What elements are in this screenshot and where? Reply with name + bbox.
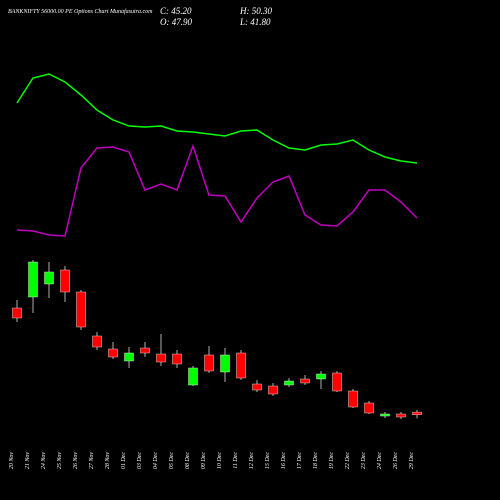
candle-body <box>300 378 310 384</box>
candle-body <box>268 385 278 395</box>
x-tick-label: 09 Dec <box>201 452 207 469</box>
candle-body <box>348 390 358 408</box>
candle-body <box>60 269 70 293</box>
candle-body <box>108 348 118 358</box>
candle-body <box>12 307 22 319</box>
candle-body <box>412 411 422 416</box>
x-tick-label: 20 Nov <box>9 452 15 470</box>
candle-body <box>252 383 262 391</box>
x-tick-label: 15 Dec <box>265 452 271 469</box>
x-tick-label: 12 Dec <box>249 452 255 469</box>
candle-body <box>380 413 390 417</box>
x-tick-label: 04 Dec <box>152 452 159 469</box>
x-tick-label: 22 Dec <box>345 452 351 469</box>
candle-body <box>76 291 86 328</box>
x-tick-label: 21 Nov <box>25 452 31 470</box>
candle-body <box>220 354 230 373</box>
x-tick-label: 23 Dec <box>361 452 367 469</box>
candle-body <box>188 367 198 386</box>
candle-body <box>204 354 214 372</box>
candle-body <box>316 373 326 380</box>
candle-body <box>156 353 166 363</box>
candle-body <box>332 372 342 392</box>
x-tick-label: 16 Dec <box>281 452 287 469</box>
candle-body <box>44 271 54 285</box>
candle-body <box>396 413 406 418</box>
x-tick-label: 24 Nov <box>40 452 47 470</box>
x-tick-label: 26 Nov <box>73 452 79 470</box>
x-tick-label: 08 Dec <box>185 452 191 469</box>
x-tick-label: 05 Dec <box>169 452 175 469</box>
x-tick-label: 19 Dec <box>329 452 335 469</box>
x-tick-label: 29 Dec <box>409 452 415 469</box>
high-label: H: 50.30 <box>239 6 272 16</box>
candle-body <box>284 380 294 386</box>
x-tick-label: 18 Dec <box>313 452 319 469</box>
candle-body <box>236 352 246 379</box>
candle-body <box>28 261 38 298</box>
close-label: C: 45.20 <box>160 6 192 16</box>
x-tick-label: 11 Dec <box>233 452 239 469</box>
x-tick-label: 17 Dec <box>297 452 303 469</box>
x-tick-label: 10 Dec <box>217 452 223 469</box>
x-tick-label: 24 Dec <box>376 452 383 469</box>
x-tick-label: 26 Dec <box>393 452 399 469</box>
candle-body <box>364 402 374 414</box>
open-label: O: 47.90 <box>160 17 192 27</box>
indicator-line <box>16 143 418 237</box>
x-tick-label: 03 Dec <box>137 452 143 469</box>
x-tick-label: 01 Dec <box>121 452 127 469</box>
candle-body <box>140 347 150 354</box>
low-label: L: 41.80 <box>239 17 271 27</box>
candle-body <box>172 353 182 365</box>
x-tick-label: 27 Nov <box>89 452 95 470</box>
chart-title: BANKNIFTY 56000.00 PE Options Chart Muna… <box>8 8 153 15</box>
x-tick-label: 25 Nov <box>57 452 63 470</box>
indicator-line <box>16 73 418 164</box>
candle-body <box>124 352 134 362</box>
candle-body <box>92 335 102 348</box>
x-tick-label: 28 Nov <box>105 452 111 470</box>
